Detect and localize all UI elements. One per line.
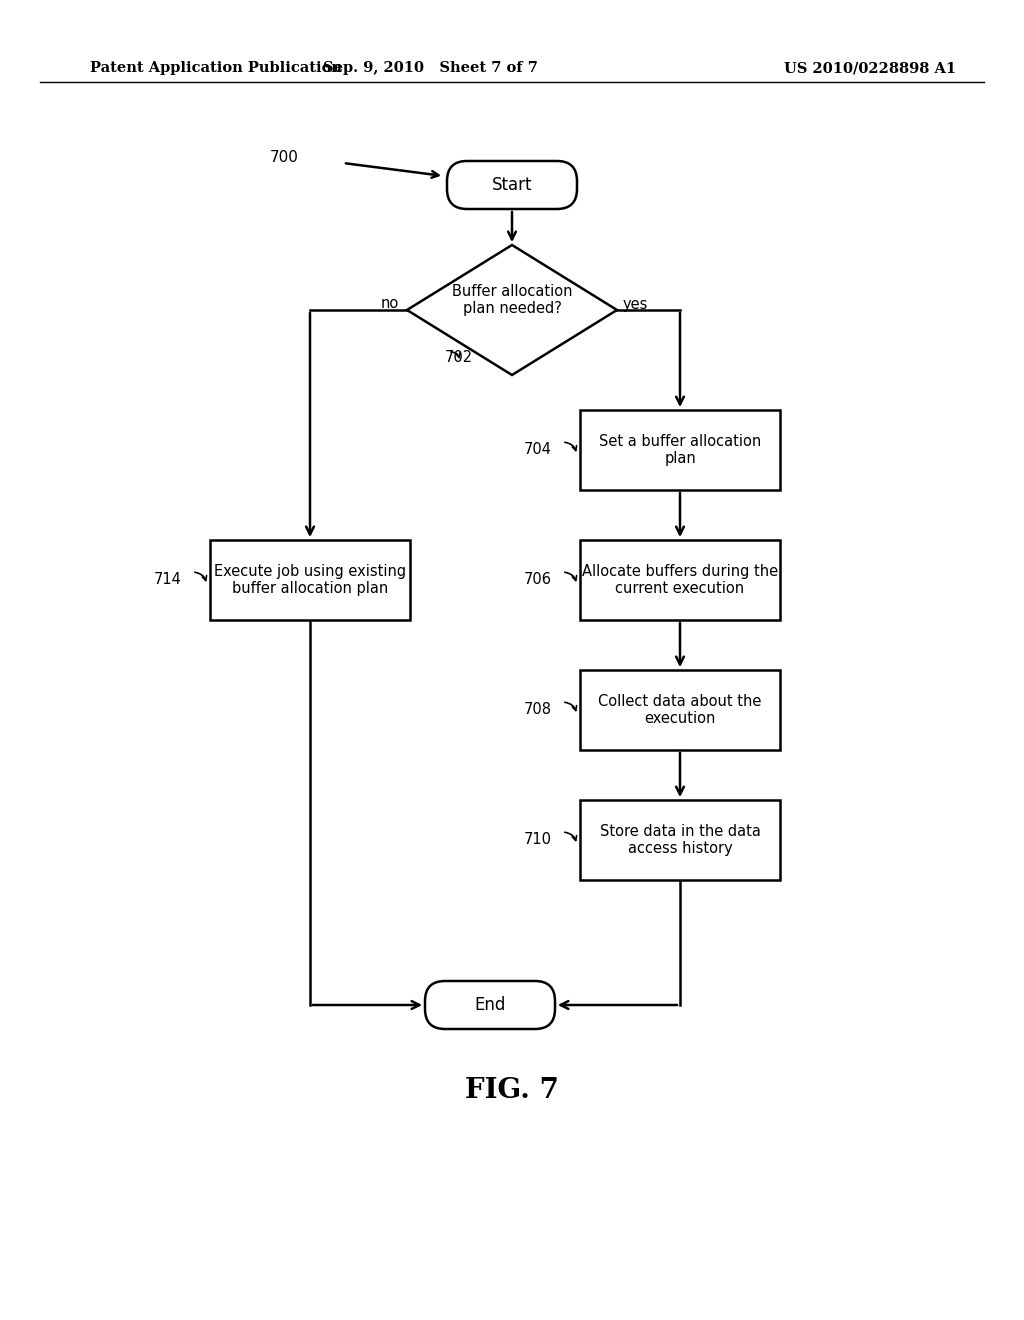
Text: US 2010/0228898 A1: US 2010/0228898 A1 bbox=[784, 61, 956, 75]
Text: Buffer allocation
plan needed?: Buffer allocation plan needed? bbox=[452, 284, 572, 317]
Bar bbox=[580, 671, 780, 750]
Text: FIG. 7: FIG. 7 bbox=[465, 1077, 559, 1104]
Text: Allocate buffers during the
current execution: Allocate buffers during the current exec… bbox=[582, 564, 778, 597]
Bar bbox=[580, 411, 780, 490]
Bar bbox=[580, 540, 780, 620]
Text: 708: 708 bbox=[524, 702, 552, 718]
Polygon shape bbox=[407, 246, 617, 375]
Text: 704: 704 bbox=[524, 442, 552, 458]
Text: Collect data about the
execution: Collect data about the execution bbox=[598, 694, 762, 726]
Text: Patent Application Publication: Patent Application Publication bbox=[90, 61, 342, 75]
Text: no: no bbox=[381, 297, 399, 312]
Text: End: End bbox=[474, 997, 506, 1014]
Bar bbox=[210, 540, 410, 620]
Text: 714: 714 bbox=[155, 573, 182, 587]
Text: 700: 700 bbox=[270, 149, 299, 165]
FancyBboxPatch shape bbox=[447, 161, 577, 209]
Text: 706: 706 bbox=[524, 573, 552, 587]
Text: Set a buffer allocation
plan: Set a buffer allocation plan bbox=[599, 434, 761, 466]
Text: Store data in the data
access history: Store data in the data access history bbox=[600, 824, 761, 857]
Text: Start: Start bbox=[492, 176, 532, 194]
Text: 710: 710 bbox=[524, 833, 552, 847]
FancyBboxPatch shape bbox=[425, 981, 555, 1030]
Bar bbox=[580, 800, 780, 880]
Text: 702: 702 bbox=[445, 351, 473, 366]
Text: yes: yes bbox=[623, 297, 648, 312]
Text: Sep. 9, 2010   Sheet 7 of 7: Sep. 9, 2010 Sheet 7 of 7 bbox=[323, 61, 538, 75]
Text: Execute job using existing
buffer allocation plan: Execute job using existing buffer alloca… bbox=[214, 564, 407, 597]
